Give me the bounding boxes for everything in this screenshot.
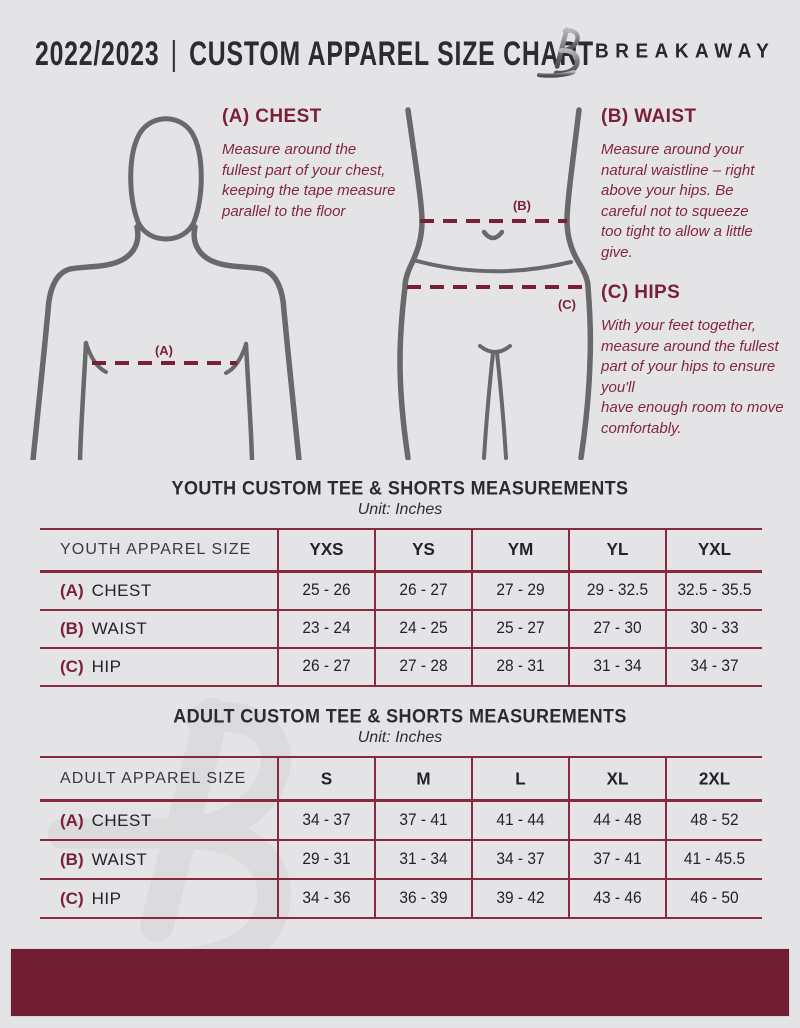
- table-row: (B) WAIST 29 - 31 31 - 34 34 - 37 37 - 41…: [40, 840, 762, 880]
- page-title: 2022/2023 | CUSTOM APPAREL SIZE CHART: [35, 34, 594, 74]
- youth-size-ys: YS: [374, 529, 471, 571]
- youth-size-table: YOUTH APPAREL SIZE YXS YS YM YL YXL (A) C…: [40, 528, 762, 687]
- row-label: HIP: [91, 888, 122, 908]
- youth-size-yl: YL: [568, 529, 665, 571]
- table-cell: 26 - 27: [277, 648, 374, 686]
- adult-size-l: L: [471, 756, 568, 801]
- table-cell: 29 - 32.5: [568, 572, 665, 610]
- footer-bar: [10, 948, 790, 1017]
- adult-waist-row-label: (B) WAIST: [40, 841, 277, 878]
- table-cell: 41 - 45.5: [665, 840, 762, 879]
- page-title-year: 2022/2023: [35, 33, 160, 74]
- table-cell: 36 - 39: [374, 879, 471, 918]
- breakaway-logo-icon: [537, 27, 580, 78]
- adult-size-column-title: ADULT APPAREL SIZE: [60, 769, 247, 787]
- row-label: HIP: [91, 657, 122, 676]
- table-cell: 30 - 33: [665, 610, 762, 648]
- table-cell: 44 - 48: [568, 801, 665, 840]
- table-cell: 25 - 27: [471, 610, 568, 648]
- youth-size-column-title: YOUTH APPAREL SIZE: [60, 541, 252, 558]
- table-row: (A) CHEST 25 - 26 26 - 27 27 - 29 29 - 32…: [40, 572, 762, 611]
- table-cell: 34 - 37: [277, 801, 374, 840]
- adult-size-m: M: [374, 756, 471, 801]
- waist-instruction-text: Measure around your natural waistline – …: [601, 141, 755, 261]
- table-cell: 32.5 - 35.5: [665, 572, 762, 610]
- table-cell: 24 - 25: [374, 610, 471, 648]
- hips-heading: (C) HIPS: [601, 282, 681, 303]
- youth-size-yxs: YXS: [277, 529, 374, 571]
- hips-instruction-block: (C) HIPS With your feet together, measur…: [601, 282, 787, 439]
- table-cell: 48 - 52: [665, 801, 762, 840]
- youth-table-header-row: YOUTH APPAREL SIZE YXS YS YM YL YXL: [40, 529, 762, 573]
- adult-table-header-row: ADULT APPAREL SIZE S M L XL 2XL: [40, 756, 762, 802]
- adult-hip-row-label: (C) HIP: [40, 880, 277, 917]
- table-cell: 27 - 28: [374, 648, 471, 686]
- table-row: (C) HIP 26 - 27 27 - 28 28 - 31 31 - 34 3…: [40, 648, 762, 686]
- adult-size-s: S: [277, 756, 374, 801]
- head-outline: [128, 116, 204, 242]
- brand-lockup: BREAKAWAY: [537, 26, 775, 78]
- page-title-text: CUSTOM APPAREL SIZE CHART: [189, 33, 594, 74]
- adult-table-unit: Unit: Inches: [357, 729, 443, 746]
- row-label: CHEST: [91, 810, 152, 830]
- chest-instruction-text: Measure around the fullest part of your …: [222, 141, 396, 220]
- table-cell: 29 - 31: [277, 840, 374, 879]
- row-key: (A): [60, 581, 84, 600]
- table-cell: 26 - 27: [374, 572, 471, 610]
- table-cell: 31 - 34: [568, 648, 665, 686]
- table-cell: 28 - 31: [471, 648, 568, 686]
- hips-instruction-text: With your feet together, measure around …: [601, 317, 784, 437]
- row-key: (C): [60, 657, 84, 676]
- adult-size-table: ADULT APPAREL SIZE S M L XL 2XL (A) CHEST…: [40, 756, 762, 919]
- row-key: (B): [60, 619, 84, 638]
- youth-chest-row-label: (A) CHEST: [40, 573, 277, 609]
- table-cell: 43 - 46: [568, 879, 665, 918]
- navel-mark: [481, 229, 505, 241]
- row-key: (A): [60, 810, 84, 830]
- lower-body-figure: (B) (C): [397, 107, 594, 460]
- adult-size-2xl: 2XL: [665, 756, 762, 801]
- table-cell: 27 - 29: [471, 572, 568, 610]
- hips-line-label: (C): [558, 297, 576, 312]
- table-row: (C) HIP 34 - 36 36 - 39 39 - 42 43 - 46 4…: [40, 879, 762, 918]
- torso-figure: (A): [30, 116, 302, 460]
- row-label: CHEST: [91, 581, 152, 600]
- chest-instruction-block: (A) CHEST Measure around the fullest par…: [222, 106, 398, 222]
- table-cell: 39 - 42: [471, 879, 568, 918]
- youth-size-ym: YM: [471, 529, 568, 571]
- youth-waist-row-label: (B) WAIST: [40, 611, 277, 647]
- row-label: WAIST: [91, 849, 148, 869]
- table-cell: 31 - 34: [374, 840, 471, 879]
- row-label: WAIST: [91, 619, 148, 638]
- adult-size-xl: XL: [568, 756, 665, 801]
- table-cell: 34 - 37: [665, 648, 762, 686]
- table-cell: 46 - 50: [665, 879, 762, 918]
- youth-table-title: YOUTH CUSTOM TEE & SHORTS MEASUREMENTS: [171, 477, 629, 499]
- chest-heading: (A) CHEST: [222, 106, 322, 127]
- chest-line-label: (A): [155, 343, 173, 358]
- table-row: (A) CHEST 34 - 37 37 - 41 41 - 44 44 - 48…: [40, 801, 762, 841]
- table-cell: 37 - 41: [374, 801, 471, 840]
- youth-size-yxl: YXL: [665, 529, 762, 571]
- adult-table-title: ADULT CUSTOM TEE & SHORTS MEASUREMENTS: [173, 705, 627, 727]
- table-cell: 37 - 41: [568, 840, 665, 879]
- table-cell: 25 - 26: [277, 572, 374, 610]
- waist-line-label: (B): [513, 198, 531, 213]
- youth-hip-row-label: (C) HIP: [40, 649, 277, 685]
- page-title-separator: |: [170, 33, 178, 74]
- table-row: (B) WAIST 23 - 24 24 - 25 25 - 27 27 - 30…: [40, 610, 762, 649]
- waist-heading: (B) WAIST: [601, 106, 697, 127]
- table-cell: 34 - 36: [277, 879, 374, 918]
- row-key: (C): [60, 888, 84, 908]
- table-cell: 23 - 24: [277, 610, 374, 648]
- brand-name: BREAKAWAY: [595, 40, 776, 63]
- table-cell: 34 - 37: [471, 840, 568, 879]
- table-cell: 41 - 44: [471, 801, 568, 840]
- youth-table-unit: Unit: Inches: [357, 501, 443, 518]
- row-key: (B): [60, 849, 84, 869]
- adult-chest-row-label: (A) CHEST: [40, 802, 277, 839]
- waist-instruction-block: (B) WAIST Measure around your natural wa…: [601, 106, 769, 263]
- table-cell: 27 - 30: [568, 610, 665, 648]
